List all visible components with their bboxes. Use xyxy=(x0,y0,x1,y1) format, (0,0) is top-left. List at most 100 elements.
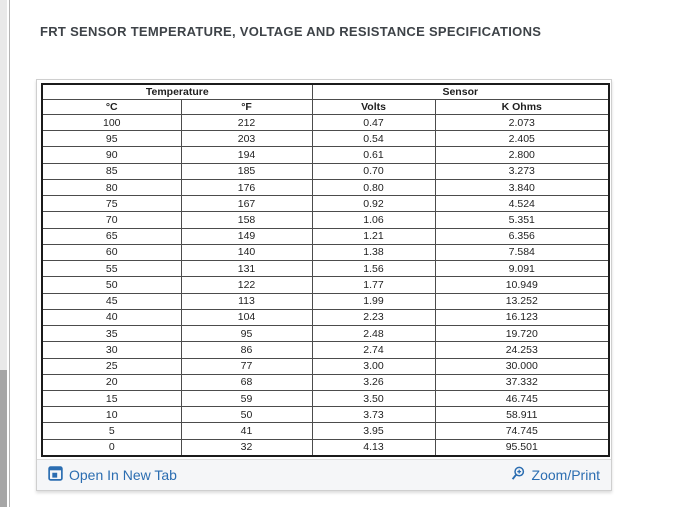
table-cell: 1.38 xyxy=(311,243,436,262)
table-cell: 74.745 xyxy=(434,422,610,440)
table-row: 40 104 2.23 16.123 xyxy=(41,308,610,327)
table-cell: 0.92 xyxy=(311,195,436,213)
open-in-new-tab-icon xyxy=(48,466,63,484)
table-cell: 25 xyxy=(41,357,182,375)
table-cell: 2.405 xyxy=(434,130,610,148)
table-cell: 95 xyxy=(180,325,313,343)
table-cell: 59 xyxy=(180,389,313,408)
table-row: 100 212 0.47 2.073 xyxy=(41,113,610,132)
table-cell: 1.56 xyxy=(311,260,436,278)
table-cell: 65 xyxy=(41,227,182,245)
table-cell: 58.911 xyxy=(434,406,610,424)
table-cell: 46.745 xyxy=(434,389,610,408)
table-cell: 10.949 xyxy=(434,276,610,294)
table-cell: 3.273 xyxy=(434,162,610,180)
table-cell: 203 xyxy=(180,130,313,148)
table-cell: 0.47 xyxy=(311,113,436,132)
table-cell: 50 xyxy=(180,406,313,424)
table-cell: 0.54 xyxy=(311,130,436,148)
column-header: °C xyxy=(41,99,182,115)
table-cell: 85 xyxy=(41,162,182,180)
table-cell: 2.74 xyxy=(311,341,436,359)
table-cell: 3.73 xyxy=(311,406,436,424)
table-cell: 0.80 xyxy=(311,178,436,197)
table-cell: 140 xyxy=(180,243,313,262)
table-cell: 19.720 xyxy=(434,325,610,343)
table-cell: 86 xyxy=(180,341,313,359)
table-row: 70 158 1.06 5.351 xyxy=(41,211,610,229)
zoom-print-label: Zoom/Print xyxy=(531,467,600,483)
table-cell: 75 xyxy=(41,195,182,213)
viewer-toolbar: Open In New Tab Zoom/Print xyxy=(37,459,611,490)
table-cell: 2.48 xyxy=(311,325,436,343)
table-cell: 1.77 xyxy=(311,276,436,294)
table-cell: 24.253 xyxy=(434,341,610,359)
table-cell: 2.073 xyxy=(434,113,610,132)
table-row: 45 113 1.99 13.252 xyxy=(41,292,610,310)
table-row: 80 176 0.80 3.840 xyxy=(41,178,610,197)
table-cell: 6.356 xyxy=(434,227,610,245)
table-cell: 80 xyxy=(41,178,182,197)
table-cell: 7.584 xyxy=(434,243,610,262)
table-cell: 3.50 xyxy=(311,389,436,408)
table-cell: 3.95 xyxy=(311,422,436,440)
table-cell: 113 xyxy=(180,292,313,310)
table-cell: 30 xyxy=(41,341,182,359)
table-cell: 77 xyxy=(180,357,313,375)
table-cell: 35 xyxy=(41,325,182,343)
table-row: 0 32 4.13 95.501 xyxy=(41,438,610,457)
table-row: 50 122 1.77 10.949 xyxy=(41,276,610,294)
table-row: 75 167 0.92 4.524 xyxy=(41,195,610,213)
table-cell: 41 xyxy=(180,422,313,440)
content-page: FRT SENSOR TEMPERATURE, VOLTAGE AND RESI… xyxy=(10,0,678,507)
table-cell: 15 xyxy=(41,389,182,408)
table-row: 10 50 3.73 58.911 xyxy=(41,406,610,424)
table-cell: 4.524 xyxy=(434,195,610,213)
table-cell: 3.26 xyxy=(311,373,436,391)
panel-divider-line xyxy=(9,0,10,507)
table-cell: 50 xyxy=(41,276,182,294)
table-cell: 32 xyxy=(180,438,313,457)
page-title: FRT SENSOR TEMPERATURE, VOLTAGE AND RESI… xyxy=(40,24,542,39)
zoom-print-link[interactable]: Zoom/Print xyxy=(510,466,600,485)
table-cell: 10 xyxy=(41,406,182,424)
table-cell: 4.13 xyxy=(311,438,436,457)
table-row: 85 185 0.70 3.273 xyxy=(41,162,610,180)
table-cell: 2.23 xyxy=(311,308,436,327)
table-row: 15 59 3.50 46.745 xyxy=(41,389,610,408)
table-cell: 30.000 xyxy=(434,357,610,375)
table-row: 30 86 2.74 24.253 xyxy=(41,341,610,359)
table-cell: 20 xyxy=(41,373,182,391)
left-scrollbar-thumb[interactable] xyxy=(0,370,7,507)
header-group: Temperature xyxy=(41,83,313,100)
table-cell: 68 xyxy=(180,373,313,391)
table-cell: 95 xyxy=(41,130,182,148)
column-header: °F xyxy=(180,99,313,115)
table-row: 95 203 0.54 2.405 xyxy=(41,130,610,148)
table-row: 65 149 1.21 6.356 xyxy=(41,227,610,245)
table-cell: 3.840 xyxy=(434,178,610,197)
table-row: 60 140 1.38 7.584 xyxy=(41,243,610,262)
table-cell: 60 xyxy=(41,243,182,262)
table-cell: 45 xyxy=(41,292,182,310)
table-cell: 1.21 xyxy=(311,227,436,245)
table-cell: 90 xyxy=(41,146,182,164)
spec-table: Temperature Sensor °C °F Volts K Ohms 100 212 0.… xyxy=(41,83,611,457)
table-row: 90 194 0.61 2.800 xyxy=(41,146,610,164)
open-in-new-tab-link[interactable]: Open In New Tab xyxy=(48,466,177,484)
table-cell: 149 xyxy=(180,227,313,245)
document-viewer-panel: Temperature Sensor °C °F Volts K Ohms 100 212 0.… xyxy=(36,79,612,491)
table-cell: 0 xyxy=(41,438,182,457)
table-cell: 5 xyxy=(41,422,182,440)
table-cell: 212 xyxy=(180,113,313,132)
table-cell: 100 xyxy=(41,113,182,132)
table-cell: 131 xyxy=(180,260,313,278)
table-cell: 0.70 xyxy=(311,162,436,180)
table-cell: 158 xyxy=(180,211,313,229)
table-cell: 176 xyxy=(180,178,313,197)
table-cell: 122 xyxy=(180,276,313,294)
document-area: Temperature Sensor °C °F Volts K Ohms 100 212 0.… xyxy=(37,80,611,459)
table-cell: 167 xyxy=(180,195,313,213)
table-cell: 9.091 xyxy=(434,260,610,278)
left-scrollbar-track[interactable] xyxy=(0,0,7,507)
